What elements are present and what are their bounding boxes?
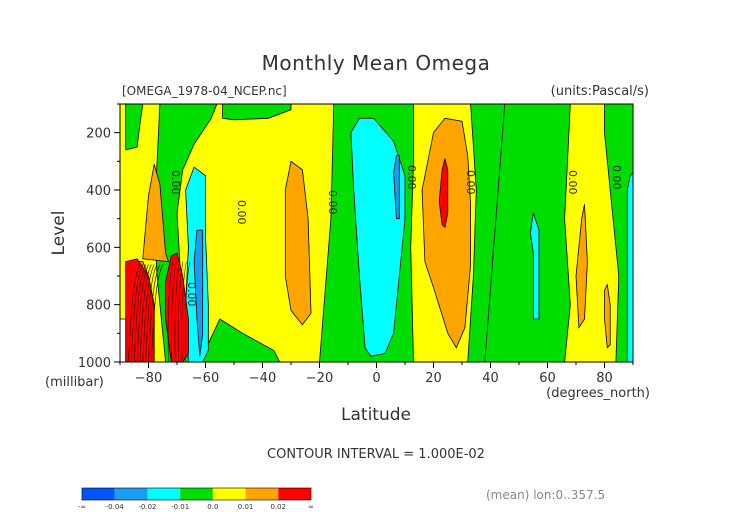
x-tick-label: −40 bbox=[249, 371, 276, 386]
contour-region bbox=[438, 158, 449, 229]
contour-region bbox=[575, 204, 588, 329]
contour-line bbox=[171, 261, 177, 362]
y-tick-label: 1000 bbox=[78, 356, 111, 371]
x-tick-label: −60 bbox=[192, 371, 219, 386]
contour-label: 0.00 bbox=[464, 170, 477, 195]
contour-region bbox=[626, 172, 633, 362]
contour-label: 0.00 bbox=[235, 200, 248, 225]
colorbar-label: 0.0 bbox=[207, 503, 218, 511]
colorbar-swatch bbox=[82, 488, 115, 500]
contour-line bbox=[174, 261, 180, 362]
plot-area bbox=[120, 104, 633, 362]
colorbar-swatch bbox=[245, 488, 279, 500]
colorbar-label: -∞ bbox=[78, 503, 86, 511]
colorbar-swatch bbox=[278, 488, 311, 500]
colorbar-swatch bbox=[180, 488, 213, 500]
x-tick-label: −20 bbox=[306, 371, 333, 386]
colorbar-label: ∞ bbox=[308, 503, 314, 511]
contour-label: 0.00 bbox=[405, 165, 418, 190]
contour-line bbox=[178, 261, 184, 362]
contour-line bbox=[128, 264, 141, 362]
contour-line bbox=[167, 261, 173, 362]
colorbar-label: 0.01 bbox=[238, 503, 254, 511]
contour-region bbox=[142, 164, 169, 263]
colorbar-label: 0.02 bbox=[270, 503, 286, 511]
colorbar-label: -0.02 bbox=[138, 503, 156, 511]
y-axis: 200 400 600 800 1000 bbox=[78, 103, 120, 371]
contour-line bbox=[151, 264, 164, 362]
file-label: [OMEGA_1978-04_NCEP.nc] bbox=[122, 84, 287, 98]
y-tick-label: 200 bbox=[86, 127, 111, 142]
x-tick-label: 80 bbox=[596, 371, 613, 386]
contour-region bbox=[529, 212, 540, 320]
contour-region bbox=[193, 229, 204, 357]
colorbar-label: -0.04 bbox=[106, 503, 125, 511]
contour-interval-text: CONTOUR INTERVAL = 1.000E-02 bbox=[267, 447, 485, 462]
y-units-label: (millibar) bbox=[45, 375, 104, 390]
contour-label: 0.00 bbox=[326, 190, 339, 215]
contour-region bbox=[604, 283, 611, 349]
contour-region bbox=[284, 160, 312, 326]
y-axis-label: Level bbox=[49, 211, 69, 256]
contour-label: 0.00 bbox=[185, 282, 198, 307]
x-axis-label: Latitude bbox=[341, 405, 411, 425]
contour-region bbox=[120, 318, 127, 362]
contour-region bbox=[199, 318, 281, 362]
contour-line bbox=[142, 264, 155, 362]
colorbar-swatch bbox=[147, 488, 181, 500]
contour-label: 0.00 bbox=[169, 170, 182, 195]
colorbar-swatch bbox=[212, 488, 246, 500]
contour-line bbox=[131, 264, 144, 362]
contour-line bbox=[139, 264, 152, 362]
contour-region bbox=[421, 117, 472, 349]
contour-label: 0.00 bbox=[610, 165, 623, 190]
colorbar-swatch bbox=[114, 488, 148, 500]
units-label: (units:Pascal/s) bbox=[551, 84, 649, 99]
contour-region bbox=[222, 104, 292, 121]
x-units-label: (degrees_north) bbox=[546, 386, 650, 401]
contour-fills bbox=[120, 104, 633, 362]
x-tick-label: 60 bbox=[539, 371, 556, 386]
mean-label: (mean) lon:0..357.5 bbox=[486, 488, 605, 502]
contour-line bbox=[145, 264, 158, 362]
contour-line bbox=[148, 264, 161, 362]
y-tick-label: 600 bbox=[86, 241, 111, 256]
contour-labels: 0.00 0.00 0.00 0.00 0.00 0.00 0.00 0.00 bbox=[169, 165, 623, 307]
x-tick-label: −80 bbox=[135, 371, 162, 386]
contour-label: 0.00 bbox=[566, 170, 579, 195]
chart-title: Monthly Mean Omega bbox=[262, 51, 491, 75]
contour-region bbox=[604, 104, 633, 362]
x-tick-label: 40 bbox=[482, 371, 499, 386]
colorbar: -∞ -0.04 -0.02 -0.01 0.0 0.01 0.02 ∞ bbox=[78, 487, 314, 511]
contour-line bbox=[184, 261, 191, 362]
colorbar-label: -0.01 bbox=[171, 503, 189, 511]
contour-line bbox=[133, 264, 146, 362]
contour-region bbox=[484, 104, 571, 362]
y-tick-label: 800 bbox=[86, 299, 111, 314]
contour-line bbox=[136, 264, 149, 362]
x-tick-label: 0 bbox=[372, 371, 380, 386]
x-axis: −80 −60 −40 −20 0 20 40 60 80 bbox=[119, 362, 634, 386]
colorbar-frame bbox=[81, 487, 312, 501]
x-tick-label: 20 bbox=[425, 371, 442, 386]
contour-line bbox=[181, 261, 187, 362]
contour-region bbox=[125, 104, 144, 151]
contour-region bbox=[393, 155, 400, 220]
y-tick-label: 400 bbox=[86, 184, 111, 199]
dense-contour-lines bbox=[128, 261, 191, 362]
